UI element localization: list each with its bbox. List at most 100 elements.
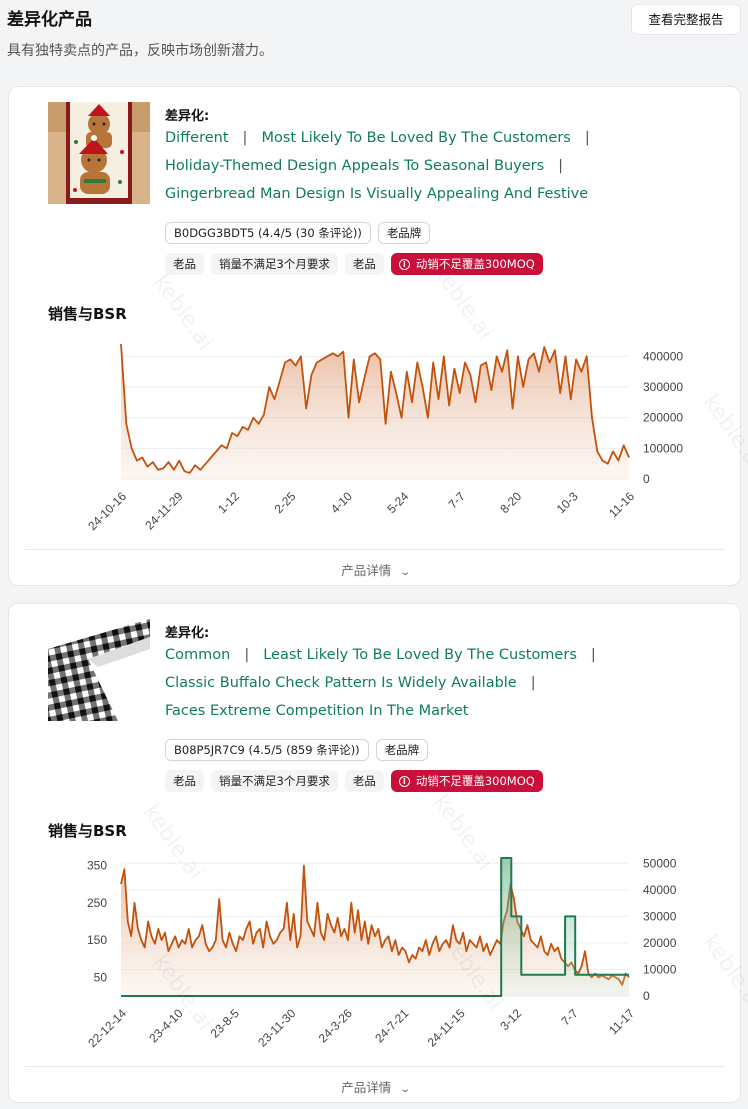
tag-badge: B08P5JR7C9 (4.5/5 (859 条评论)) (165, 739, 369, 761)
x-axis-tick: 2-25 (272, 489, 299, 516)
differentiation-point: Classic Buffalo Check Pattern Is Widely … (165, 675, 517, 691)
tag-badge: 老品 (165, 253, 204, 275)
differentiation-point: Most Likely To Be Loved By The Customers (261, 130, 571, 146)
separator: | (558, 158, 564, 174)
gingerbread-table-runner-image (48, 102, 150, 204)
differentiation-line: Classic Buffalo Check Pattern Is Widely … (165, 675, 725, 703)
chevron-down-icon: ⌄ (399, 1084, 412, 1095)
product-card: 差异化: Common | Least Likely To Be Loved By … (8, 603, 741, 1103)
tag-text: 老品 (352, 257, 376, 271)
x-axis-tick: 3-12 (497, 1006, 524, 1033)
info-icon: i (398, 258, 410, 270)
left-axis-tick: 150 (87, 933, 107, 947)
product-details-toggle[interactable]: 产品详情 ⌄ (9, 560, 742, 579)
x-axis-tick: 23-8-5 (208, 1006, 243, 1041)
differentiation-line: Faces Extreme Competition In The Market (165, 703, 725, 731)
left-axis-tick: 50 (94, 970, 108, 984)
separator: | (590, 647, 596, 663)
right-axis-tick: 200000 (643, 411, 683, 425)
tag-text: 销量不满足3个月要求 (219, 774, 330, 788)
tag-text: 动销不足覆盖300MOQ (415, 774, 535, 788)
page-title: 差异化产品 (7, 10, 92, 30)
tag-text: 动销不足覆盖300MOQ (415, 257, 535, 271)
x-axis-tick: 24-3-26 (316, 1006, 355, 1045)
separator: | (242, 130, 248, 146)
separator: | (530, 675, 536, 691)
x-axis-tick: 24-11-29 (142, 489, 185, 532)
x-axis-tick: 11-17 (606, 1006, 637, 1037)
right-axis-tick: 30000 (643, 909, 677, 923)
differentiation-line: Gingerbread Man Design Is Visually Appea… (165, 186, 725, 214)
x-axis-tick: 7-7 (446, 489, 468, 511)
separator: | (584, 130, 590, 146)
differentiation-point: Least Likely To Be Loved By The Customer… (263, 647, 577, 663)
right-axis-tick: 10000 (643, 962, 677, 976)
x-axis-tick: 7-7 (559, 1006, 581, 1028)
view-full-report-button[interactable]: 查看完整报告 (631, 4, 741, 35)
tag-badge: B0DGG3BDT5 (4.4/5 (30 条评论)) (165, 222, 371, 244)
differentiation-label: 差异化: (165, 109, 210, 124)
differentiation-point: Gingerbread Man Design Is Visually Appea… (165, 186, 589, 202)
x-axis-tick: 1-12 (215, 489, 242, 516)
x-axis-tick: 10-3 (554, 489, 581, 516)
tag-badge: 销量不满足3个月要求 (211, 253, 338, 275)
product-thumbnail[interactable] (48, 619, 150, 721)
product-thumbnail[interactable] (48, 102, 150, 204)
x-axis-tick: 24-11-15 (425, 1006, 468, 1049)
product-details-label: 产品详情 (341, 1080, 392, 1095)
divider (25, 1066, 725, 1067)
right-axis-tick: 300000 (643, 380, 683, 394)
x-axis-tick: 24-10-16 (85, 489, 129, 533)
x-axis-tick: 5-24 (384, 489, 411, 516)
differentiation-line: Different | Most Likely To Be Loved By The… (165, 130, 725, 158)
tag-badge: 老品 (344, 253, 384, 275)
tag-text: 老品 (352, 774, 376, 788)
page-header: 差异化产品 具有独特卖点的产品，反映市场创新潜力。 查看完整报告 (0, 0, 748, 80)
differentiation-line: Holiday-Themed Design Appeals To Seasona… (165, 158, 725, 186)
buffalo-check-table-runner-image (48, 619, 150, 721)
right-axis-tick: 50000 (643, 856, 677, 870)
differentiation-label: 差异化: (165, 626, 210, 641)
product-details-toggle[interactable]: 产品详情 ⌄ (9, 1077, 742, 1096)
tag-badge: 老品牌 (377, 222, 431, 244)
tag-text: 老品牌 (384, 743, 420, 757)
right-axis-tick: 20000 (643, 936, 677, 950)
x-axis-tick: 24-7-21 (372, 1006, 411, 1045)
chart-title: 销售与BSR (48, 305, 127, 323)
right-axis-tick: 0 (643, 472, 650, 486)
tag-text: B0DGG3BDT5 (4.4/5 (30 条评论)) (174, 226, 362, 240)
tag-badge: 销量不满足3个月要求 (211, 770, 338, 792)
differentiation-points: Different | Most Likely To Be Loved By The… (165, 130, 725, 214)
series-line (120, 864, 630, 986)
chevron-down-icon: ⌄ (399, 567, 412, 578)
right-axis-tick: 100000 (643, 441, 683, 455)
differentiation-points: Common | Least Likely To Be Loved By The C… (165, 647, 725, 731)
series-line (121, 857, 629, 997)
tag-row-primary: B08P5JR7C9 (4.5/5 (859 条评论)) 老品牌 (165, 739, 429, 761)
info-icon: i (398, 775, 410, 787)
chart-title: 销售与BSR (48, 822, 127, 840)
series-area (121, 344, 629, 479)
differentiation-point: Common (165, 647, 231, 663)
product-details-label: 产品详情 (341, 563, 392, 578)
x-axis-tick: 23-4-10 (146, 1006, 185, 1045)
divider (25, 549, 725, 550)
x-axis-tick: 11-16 (606, 489, 637, 520)
tag-text: 老品牌 (386, 226, 422, 240)
tag-row-status: 老品 销量不满足3个月要求 老品 i 动销不足覆盖300MOQ (165, 770, 543, 792)
tag-text: B08P5JR7C9 (4.5/5 (859 条评论)) (174, 743, 360, 757)
tag-badge: 老品牌 (375, 739, 429, 761)
left-axis-tick: 350 (87, 858, 107, 872)
differentiation-point: Holiday-Themed Design Appeals To Seasona… (165, 158, 545, 174)
tag-text: 老品 (173, 257, 196, 271)
page-subtitle: 具有独特卖点的产品，反映市场创新潜力。 (7, 43, 273, 59)
x-axis-tick: 22-12-14 (85, 1006, 129, 1050)
series-line (120, 344, 630, 474)
separator: | (244, 647, 250, 663)
left-axis-tick: 250 (87, 896, 107, 910)
x-axis-tick: 4-10 (328, 489, 355, 516)
tag-badge: 老品 (165, 770, 204, 792)
moq-warning-badge: i 动销不足覆盖300MOQ (390, 253, 543, 275)
right-axis-tick: 40000 (643, 883, 677, 897)
tag-row-status: 老品 销量不满足3个月要求 老品 i 动销不足覆盖300MOQ (165, 253, 543, 275)
